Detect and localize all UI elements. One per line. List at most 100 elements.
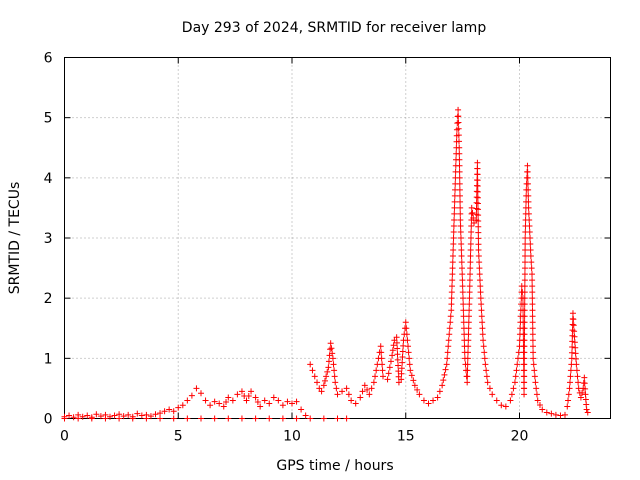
data-point	[406, 361, 413, 368]
y-tick-label: 6	[44, 51, 53, 67]
data-point	[467, 271, 474, 278]
data-point	[447, 319, 454, 326]
data-point	[529, 343, 536, 350]
data-point	[571, 339, 578, 346]
data-point	[581, 374, 588, 381]
data-point	[188, 392, 195, 399]
data-point	[79, 413, 86, 420]
data-point	[364, 386, 371, 393]
data-point	[529, 337, 536, 344]
data-point	[450, 235, 457, 241]
data-point	[327, 346, 334, 353]
data-point	[572, 344, 579, 351]
data-point	[193, 385, 200, 392]
data-point	[466, 301, 473, 308]
data-point	[582, 391, 589, 398]
data-point	[460, 307, 467, 314]
data-point	[465, 313, 472, 320]
data-point	[248, 388, 255, 395]
data-point	[410, 377, 417, 384]
data-point	[399, 354, 406, 361]
data-point	[502, 403, 509, 410]
data-point	[526, 228, 533, 235]
data-point	[534, 397, 541, 404]
data-point	[464, 355, 471, 362]
data-point	[456, 174, 463, 181]
data-point	[357, 394, 364, 401]
data-point	[521, 319, 528, 326]
data-point	[468, 222, 475, 229]
data-point	[439, 382, 446, 389]
data-point	[391, 337, 398, 344]
data-point	[384, 376, 391, 383]
data-point	[398, 376, 405, 383]
data-point	[459, 277, 466, 284]
data-point	[456, 192, 463, 199]
data-point	[211, 415, 218, 422]
data-point	[370, 379, 377, 386]
data-point	[466, 307, 473, 314]
data-point	[512, 373, 519, 380]
data-point	[386, 364, 393, 371]
data-point	[527, 247, 534, 254]
data-point	[583, 406, 590, 413]
x-tick-label: 15	[397, 429, 415, 445]
data-point	[522, 253, 529, 260]
data-point	[466, 295, 473, 302]
data-point	[445, 343, 452, 350]
data-point	[323, 373, 330, 380]
data-point	[311, 373, 318, 380]
data-point	[467, 241, 474, 248]
data-point	[448, 295, 455, 302]
data-point	[238, 415, 245, 422]
data-point	[473, 194, 480, 201]
data-point	[583, 401, 590, 408]
data-point	[475, 229, 482, 236]
data-point	[548, 410, 555, 417]
x-tick-label: 10	[283, 429, 301, 445]
data-point	[445, 337, 452, 344]
data-point	[116, 415, 123, 422]
x-axis-label: GPS time / hours	[276, 458, 393, 474]
data-point	[474, 165, 481, 172]
data-point	[389, 352, 396, 359]
data-point	[414, 386, 421, 393]
data-point	[450, 247, 457, 254]
data-point	[568, 355, 575, 362]
x-tick-label: 0	[60, 429, 69, 445]
data-point	[457, 204, 464, 211]
data-point	[368, 385, 375, 392]
data-point	[471, 219, 477, 226]
data-point	[457, 222, 464, 229]
data-point	[526, 216, 533, 223]
data-point	[161, 408, 168, 415]
data-point	[229, 397, 236, 404]
data-point	[478, 307, 485, 314]
data-point	[469, 209, 476, 216]
data-point	[451, 210, 458, 217]
data-point	[442, 366, 449, 373]
data-point	[334, 391, 341, 398]
data-point	[449, 277, 456, 284]
data-point	[529, 271, 536, 278]
data-point	[552, 411, 559, 418]
data-point	[454, 120, 461, 127]
data-point	[441, 371, 448, 378]
data-point	[408, 372, 415, 379]
data-point	[480, 337, 487, 344]
data-point	[279, 402, 286, 409]
data-point	[513, 367, 520, 374]
data-point	[134, 410, 141, 417]
data-point	[166, 406, 173, 413]
data-point	[514, 355, 521, 362]
data-point	[458, 247, 465, 254]
data-point	[394, 351, 401, 358]
data-point	[566, 385, 573, 392]
data-point	[448, 307, 455, 314]
data-point	[459, 283, 466, 290]
data-point	[476, 277, 483, 284]
data-point	[293, 398, 300, 405]
data-point	[403, 331, 410, 338]
data-point	[473, 188, 480, 195]
data-point	[532, 379, 539, 386]
